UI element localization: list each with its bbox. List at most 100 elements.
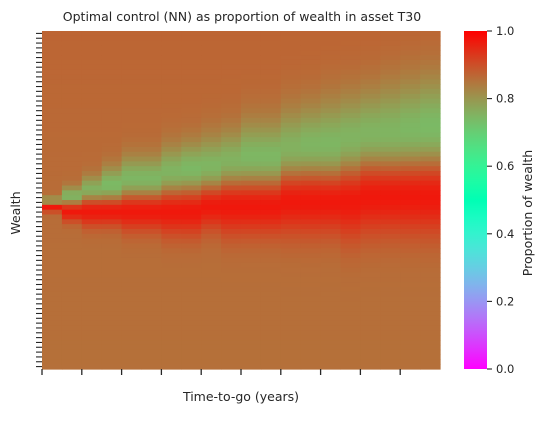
heatmap-cell: [281, 330, 302, 335]
heatmap-cell: [221, 282, 242, 287]
heatmap-cell: [341, 99, 362, 104]
heatmap-cell: [420, 195, 441, 200]
heatmap-cell: [420, 137, 441, 142]
heatmap-cell: [341, 74, 362, 79]
heatmap-cell: [261, 113, 282, 118]
heatmap-cell: [281, 65, 302, 70]
heatmap-cell: [360, 287, 381, 292]
heatmap-cell: [241, 268, 262, 273]
heatmap-cell: [201, 176, 222, 181]
heatmap-cell: [321, 316, 342, 321]
heatmap-cell: [360, 364, 381, 369]
heatmap-cell: [122, 301, 143, 306]
heatmap-cell: [62, 345, 83, 350]
heatmap-cell: [102, 258, 123, 263]
heatmap-cell: [82, 345, 103, 350]
heatmap-cell: [161, 311, 182, 316]
heatmap-cell: [82, 45, 103, 50]
heatmap-cell: [201, 306, 222, 311]
heatmap-cell: [301, 282, 322, 287]
heatmap-cell: [102, 176, 123, 181]
heatmap-cell: [241, 330, 262, 335]
heatmap-cell: [102, 272, 123, 277]
heatmap-cell: [42, 166, 63, 171]
heatmap-cell: [142, 311, 163, 316]
heatmap-cell: [181, 219, 202, 224]
heatmap-cell: [301, 161, 322, 166]
heatmap-cell: [261, 186, 282, 191]
heatmap-cell: [42, 123, 63, 128]
heatmap-cell: [341, 152, 362, 157]
heatmap-cell: [62, 326, 83, 331]
heatmap-cell: [261, 55, 282, 60]
heatmap-cell: [82, 364, 103, 369]
heatmap-cell: [400, 147, 421, 152]
heatmap-cell: [142, 65, 163, 70]
heatmap-cell: [321, 190, 342, 195]
heatmap-cell: [201, 364, 222, 369]
heatmap-cell: [341, 118, 362, 123]
heatmap-cell: [261, 297, 282, 302]
heatmap-cell: [241, 50, 262, 55]
heatmap-cell: [221, 350, 242, 355]
heatmap-cell: [261, 36, 282, 41]
heatmap-cell: [321, 99, 342, 104]
heatmap-cell: [360, 84, 381, 89]
heatmap-cell: [380, 186, 401, 191]
heatmap-cell: [341, 282, 362, 287]
heatmap-cell: [360, 147, 381, 152]
heatmap-cell: [241, 364, 262, 369]
heatmap-cell: [380, 65, 401, 70]
heatmap-cell: [221, 214, 242, 219]
heatmap-cell: [380, 171, 401, 176]
heatmap-cell: [301, 103, 322, 108]
heatmap-cell: [181, 214, 202, 219]
heatmap-cell: [181, 166, 202, 171]
heatmap-cell: [281, 248, 302, 253]
heatmap-cell: [181, 79, 202, 84]
heatmap-cell: [420, 364, 441, 369]
heatmap-cell: [360, 263, 381, 268]
heatmap-cell: [201, 292, 222, 297]
heatmap-cell: [82, 118, 103, 123]
heatmap-cell: [420, 84, 441, 89]
heatmap-cell: [161, 210, 182, 215]
heatmap-cell: [341, 301, 362, 306]
heatmap-cell: [201, 142, 222, 147]
heatmap-cell: [400, 41, 421, 46]
heatmap-cell: [380, 128, 401, 133]
heatmap-cell: [42, 316, 63, 321]
heatmap-cell: [420, 65, 441, 70]
heatmap-cell: [301, 186, 322, 191]
heatmap-cell: [261, 128, 282, 133]
heatmap-cell: [102, 123, 123, 128]
heatmap-cell: [201, 214, 222, 219]
heatmap-cell: [62, 311, 83, 316]
heatmap-cell: [102, 316, 123, 321]
heatmap-cell: [380, 224, 401, 229]
heatmap-cell: [321, 41, 342, 46]
heatmap-cell: [221, 330, 242, 335]
heatmap-cell: [42, 248, 63, 253]
heatmap-cell: [142, 355, 163, 360]
heatmap-cell: [102, 205, 123, 210]
heatmap-cell: [400, 243, 421, 248]
heatmap-cell: [82, 84, 103, 89]
heatmap-cell: [321, 277, 342, 282]
heatmap-cell: [122, 263, 143, 268]
heatmap-cell: [102, 74, 123, 79]
heatmap-cell: [42, 171, 63, 176]
heatmap-cell: [102, 157, 123, 162]
heatmap-cell: [261, 316, 282, 321]
heatmap-cell: [321, 287, 342, 292]
heatmap-cell: [420, 340, 441, 345]
heatmap-cell: [201, 60, 222, 65]
heatmap-cell: [301, 210, 322, 215]
heatmap-cell: [102, 297, 123, 302]
heatmap-cell: [201, 268, 222, 273]
heatmap-cell: [122, 277, 143, 282]
heatmap-cell: [122, 74, 143, 79]
heatmap-cell: [360, 99, 381, 104]
heatmap-cell: [360, 137, 381, 142]
heatmap-cell: [201, 210, 222, 215]
